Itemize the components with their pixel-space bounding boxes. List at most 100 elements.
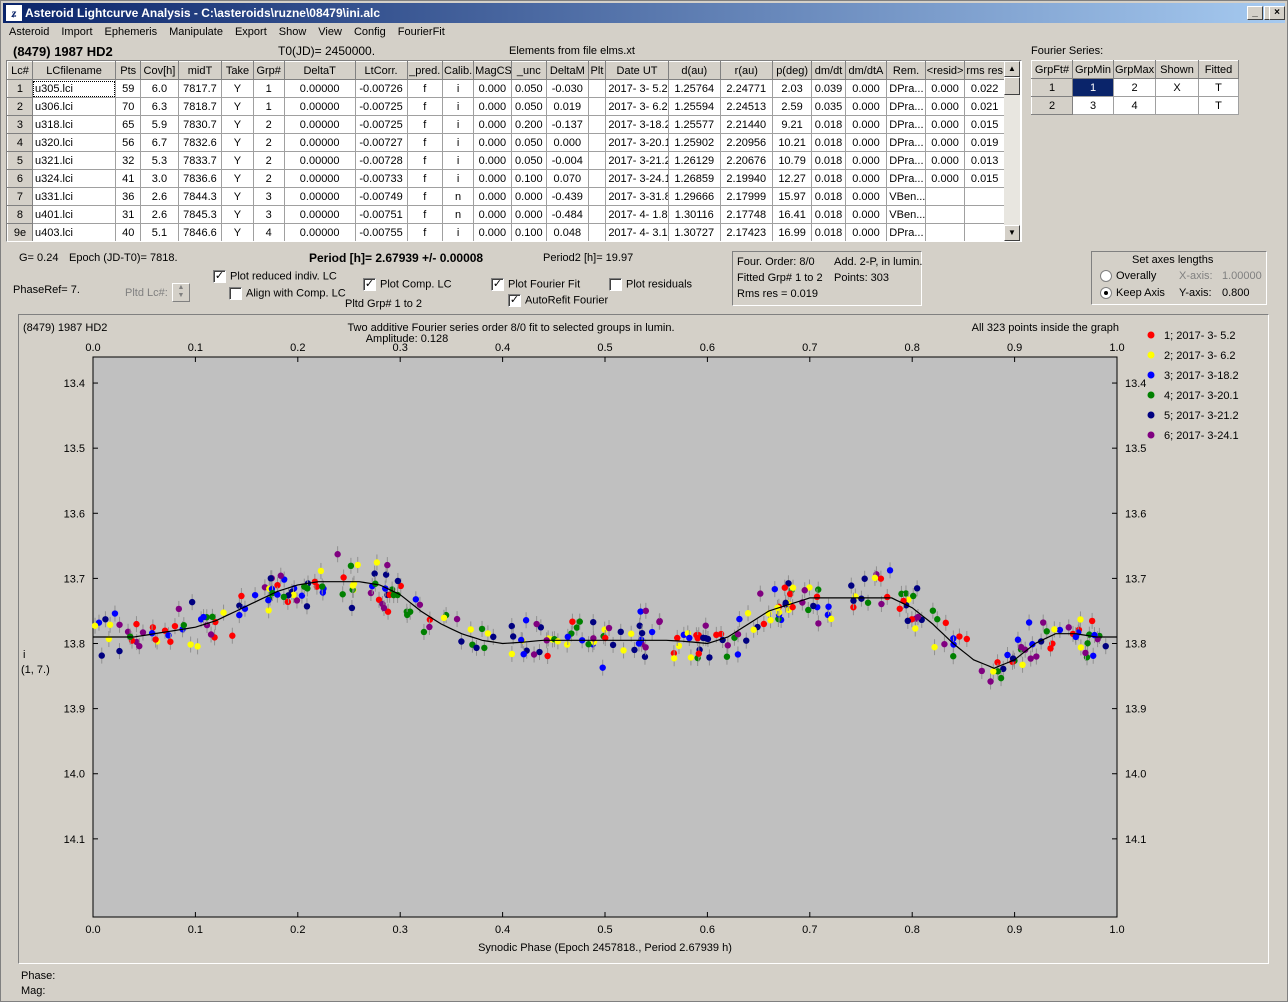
table-cell[interactable]: 2.21440 — [719, 115, 773, 134]
table-cell[interactable]: 7830.7 — [177, 115, 223, 134]
table-cell[interactable]: 7832.6 — [177, 133, 223, 152]
table-cell[interactable]: 9e — [7, 223, 33, 241]
table-cell[interactable]: 2.24771 — [719, 79, 773, 98]
table-cell[interactable]: -0.004 — [546, 151, 589, 170]
table-cell[interactable]: Y — [221, 115, 254, 134]
table-cell[interactable]: 0.000 — [546, 133, 589, 152]
table-cell[interactable] — [587, 115, 607, 134]
table-cell[interactable]: i — [441, 79, 475, 98]
column-header[interactable]: Rem. — [886, 61, 926, 80]
column-header[interactable]: r(au) — [719, 61, 773, 80]
table-cell[interactable]: i — [441, 151, 475, 170]
table-cell[interactable]: n — [441, 205, 475, 224]
table-cell[interactable]: -0.00728 — [354, 151, 408, 170]
table-cell[interactable]: 2017- 3-20.1 — [605, 133, 669, 152]
table-cell[interactable]: -0.00725 — [354, 97, 408, 116]
table-cell[interactable]: 31 — [115, 205, 142, 224]
table-cell[interactable]: DPra... — [886, 169, 926, 188]
table-cell[interactable]: -0.137 — [546, 115, 589, 134]
table-cell[interactable]: 0.000 — [844, 151, 888, 170]
table-cell[interactable]: 41 — [115, 169, 142, 188]
table-cell[interactable]: 12.27 — [771, 169, 813, 188]
table-cell[interactable]: 0.000 — [473, 79, 512, 98]
table-cell[interactable]: 0.00000 — [283, 223, 356, 241]
table-cell[interactable]: 0.050 — [510, 97, 548, 116]
fourier-cell[interactable] — [1155, 96, 1199, 115]
table-cell[interactable]: DPra... — [886, 133, 926, 152]
table-cell[interactable] — [924, 205, 966, 224]
table-cell[interactable]: i — [441, 223, 475, 241]
table-cell[interactable]: 2017- 3-18.2 — [605, 115, 669, 134]
minimize-button[interactable]: _ — [1247, 6, 1263, 20]
table-cell[interactable]: 1.26129 — [667, 151, 721, 170]
xaxis-value[interactable]: 1.00000 — [1222, 270, 1262, 282]
table-cell[interactable] — [964, 187, 1005, 206]
column-header[interactable]: LtCorr. — [354, 61, 408, 80]
table-cell[interactable]: 0.050 — [510, 79, 548, 98]
table-cell[interactable]: 2.6 — [140, 187, 179, 206]
table-cell[interactable]: 0.000 — [844, 205, 888, 224]
table-cell[interactable]: 5.9 — [140, 115, 179, 134]
table-cell[interactable]: 32 — [115, 151, 142, 170]
table-cell[interactable]: 2 — [252, 115, 285, 134]
table-cell[interactable]: 2.24513 — [719, 97, 773, 116]
table-cell[interactable]: DPra... — [886, 223, 926, 241]
table-cell[interactable]: Y — [221, 97, 254, 116]
table-cell[interactable]: 0.015 — [964, 169, 1005, 188]
table-cell[interactable]: 0.00000 — [283, 205, 356, 224]
table-cell[interactable]: 0.000 — [510, 205, 548, 224]
fourier-cell[interactable]: 2 — [1113, 78, 1156, 97]
column-header[interactable]: DeltaM — [546, 61, 589, 80]
table-cell[interactable]: 0.000 — [473, 169, 512, 188]
table-cell[interactable] — [964, 223, 1005, 241]
table-cell[interactable]: 7833.7 — [177, 151, 223, 170]
plot-residuals-checkbox[interactable]: Plot residuals — [609, 278, 692, 291]
column-header[interactable]: Fitted — [1198, 60, 1239, 79]
column-header[interactable]: dm/dt — [811, 61, 846, 80]
column-header[interactable]: rms res — [964, 61, 1005, 80]
table-cell[interactable]: f — [406, 115, 443, 134]
table-cell[interactable]: 56 — [115, 133, 142, 152]
fourier-cell[interactable]: T — [1198, 96, 1239, 115]
table-cell[interactable]: DPra... — [886, 115, 926, 134]
fourier-cell[interactable]: 4 — [1113, 96, 1156, 115]
table-cell[interactable]: DPra... — [886, 79, 926, 98]
table-row[interactable]: 3 u318.lci 65 5.9 7830.7 Y 2 0.00000 -0.00725 f i 0… — [7, 115, 1005, 134]
table-cell[interactable]: Y — [221, 223, 254, 241]
column-header[interactable]: LCfilename — [31, 61, 117, 80]
column-header[interactable]: Pts — [115, 61, 142, 80]
table-cell[interactable]: 5.3 — [140, 151, 179, 170]
table-cell[interactable]: Y — [221, 151, 254, 170]
table-cell[interactable] — [587, 187, 607, 206]
menu-item-fourierfit[interactable]: FourierFit — [397, 26, 445, 38]
keep-axis-radio[interactable]: Keep Axis — [1100, 287, 1165, 300]
table-cell[interactable]: 9.21 — [771, 115, 813, 134]
table-cell[interactable] — [587, 223, 607, 241]
table-cell[interactable]: 7846.6 — [177, 223, 223, 241]
plot-reduced-checkbox[interactable]: ✓ Plot reduced indiv. LC — [213, 270, 337, 283]
table-cell[interactable]: 0.050 — [510, 151, 548, 170]
table-cell[interactable]: 2.20676 — [719, 151, 773, 170]
column-header[interactable]: Cov[h] — [140, 61, 179, 80]
table-cell[interactable]: 0.00000 — [283, 169, 356, 188]
table-cell[interactable]: 0.013 — [964, 151, 1005, 170]
table-cell[interactable]: 1 — [7, 79, 33, 98]
table-cell[interactable]: 10.79 — [771, 151, 813, 170]
table-cell[interactable]: -0.00725 — [354, 115, 408, 134]
column-header[interactable]: Take — [221, 61, 254, 80]
column-header[interactable]: GrpMin — [1072, 60, 1114, 79]
table-cell[interactable]: 0.050 — [510, 133, 548, 152]
table-cell[interactable]: 0.035 — [811, 97, 846, 116]
table-cell[interactable]: 3.0 — [140, 169, 179, 188]
table-cell[interactable]: 2 — [7, 97, 33, 116]
table-cell[interactable]: 7818.7 — [177, 97, 223, 116]
table-cell[interactable]: Y — [221, 79, 254, 98]
table-cell[interactable]: 0.000 — [844, 79, 888, 98]
table-cell[interactable]: 2.19940 — [719, 169, 773, 188]
table-cell[interactable]: 3 — [7, 115, 33, 134]
menu-item-asteroid[interactable]: Asteroid — [9, 26, 50, 38]
table-cell[interactable] — [587, 205, 607, 224]
plot-comp-checkbox[interactable]: ✓ Plot Comp. LC — [363, 278, 452, 291]
table-cell[interactable]: 6.7 — [140, 133, 179, 152]
